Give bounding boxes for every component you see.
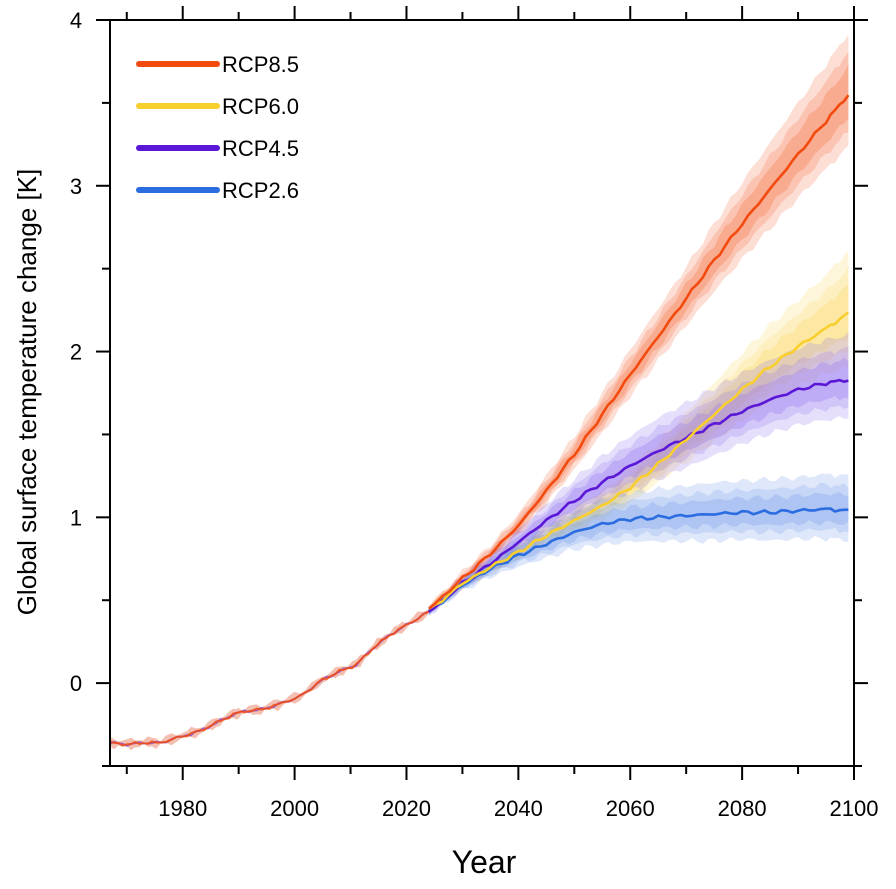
- x-tick-label: 2020: [382, 796, 431, 821]
- x-axis-title: Year: [452, 844, 517, 880]
- legend: RCP8.5 RCP6.0 RCP4.5 RCP2.6: [136, 52, 299, 203]
- x-tick-label: 2060: [606, 796, 655, 821]
- y-tick-label: 0: [70, 671, 82, 696]
- series-lines: [109, 94, 850, 748]
- legend-label-rcp60: RCP6.0: [222, 94, 299, 119]
- series-line-rcp85: [428, 94, 850, 610]
- y-axis-title: Global surface temperature change [K]: [12, 169, 42, 616]
- y-tick-label: 3: [70, 174, 82, 199]
- band-rcp26-0: [428, 473, 849, 615]
- series-line-rcp45: [428, 378, 849, 613]
- x-tick-label: 2100: [830, 796, 879, 821]
- x-tick-label: 2080: [718, 796, 767, 821]
- axis-ticks: [96, 6, 868, 780]
- y-tick-label: 2: [70, 340, 82, 365]
- legend-label-rcp26: RCP2.6: [222, 178, 299, 203]
- band-rcp85-1: [428, 52, 849, 609]
- plot-frame: [109, 19, 855, 767]
- series-line-rcp60: [428, 311, 850, 610]
- band-rcp45-2: [428, 357, 849, 615]
- y-tick-label: 4: [70, 8, 82, 33]
- legend-label-rcp45: RCP4.5: [222, 136, 299, 161]
- x-tick-label: 2040: [494, 796, 543, 821]
- band-rcp45-0: [428, 331, 849, 615]
- band-rcp60-0: [428, 250, 849, 612]
- y-tick-labels: 0 1 2 3 4: [70, 8, 82, 696]
- x-tick-label: 2000: [270, 796, 319, 821]
- series-line-rcp26: [428, 507, 849, 612]
- historical-line-1: [109, 610, 430, 747]
- band-rcp26-2: [428, 491, 849, 616]
- x-tick-labels: 1980 2000 2020 2040 2060 2080 2100: [158, 796, 878, 821]
- band-rcp26-1: [428, 482, 849, 616]
- x-tick-label: 1980: [158, 796, 207, 821]
- y-tick-label: 1: [70, 505, 82, 530]
- legend-label-rcp85: RCP8.5: [222, 52, 299, 77]
